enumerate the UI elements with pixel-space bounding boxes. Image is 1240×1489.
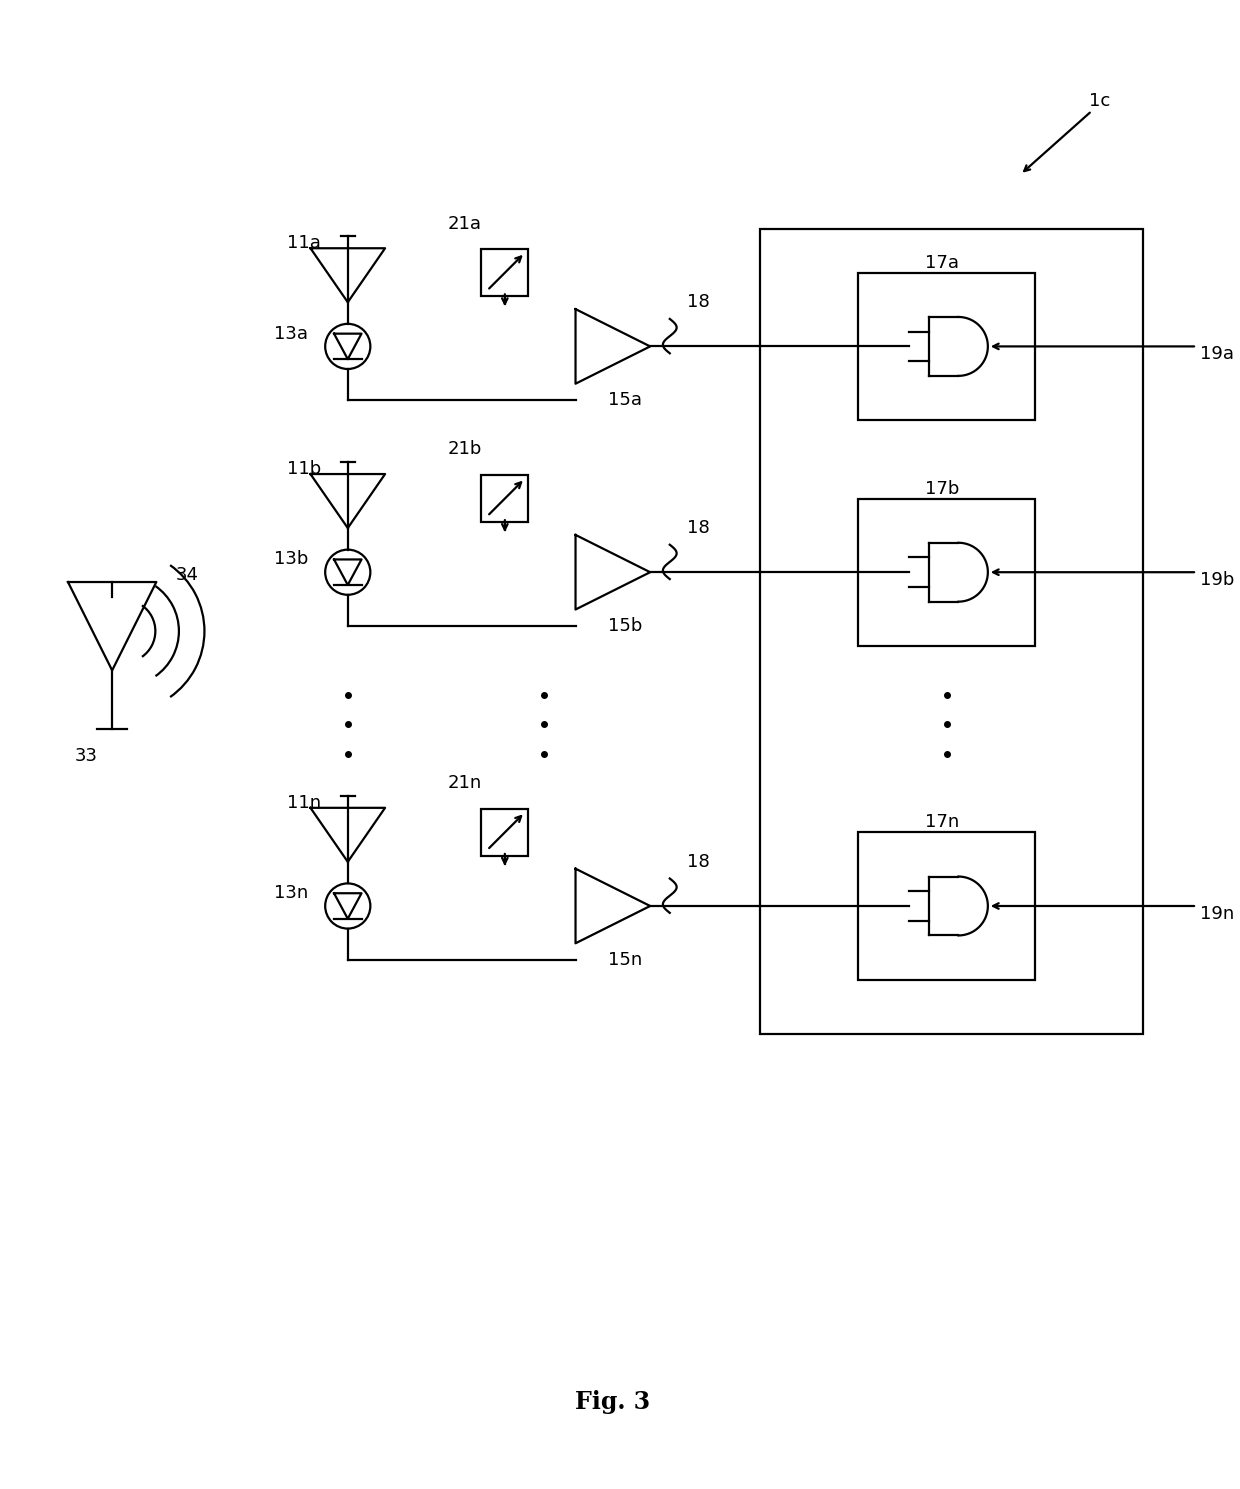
Text: 18: 18 xyxy=(687,853,711,871)
Text: 18: 18 xyxy=(687,520,711,538)
Bar xyxy=(481,809,528,856)
Bar xyxy=(858,499,1035,646)
Text: 19n: 19n xyxy=(1200,905,1234,923)
Bar xyxy=(760,229,1143,1033)
Bar xyxy=(858,832,1035,980)
Text: 17a: 17a xyxy=(925,255,959,272)
Bar xyxy=(858,272,1035,420)
Text: 11n: 11n xyxy=(286,794,321,812)
Text: 15b: 15b xyxy=(608,616,642,636)
Text: 15a: 15a xyxy=(608,392,642,409)
Text: 17n: 17n xyxy=(925,813,960,831)
Text: 1c: 1c xyxy=(1089,92,1110,110)
Text: 34: 34 xyxy=(176,566,198,584)
Text: 33: 33 xyxy=(74,746,98,765)
Text: Fig. 3: Fig. 3 xyxy=(575,1389,651,1413)
Text: 21a: 21a xyxy=(448,214,482,232)
Text: 11b: 11b xyxy=(286,460,321,478)
Text: 13a: 13a xyxy=(274,325,308,342)
Text: 21b: 21b xyxy=(448,441,482,459)
Bar xyxy=(481,475,528,523)
Text: 18: 18 xyxy=(687,293,711,311)
Text: 13n: 13n xyxy=(274,884,309,902)
Text: 17b: 17b xyxy=(925,479,960,497)
Text: 21n: 21n xyxy=(448,774,482,792)
Text: 19b: 19b xyxy=(1200,570,1234,590)
Text: 13b: 13b xyxy=(274,551,309,569)
Text: 15n: 15n xyxy=(608,951,642,969)
Bar xyxy=(481,249,528,296)
Text: 19a: 19a xyxy=(1200,345,1234,363)
Text: 11a: 11a xyxy=(286,234,321,252)
